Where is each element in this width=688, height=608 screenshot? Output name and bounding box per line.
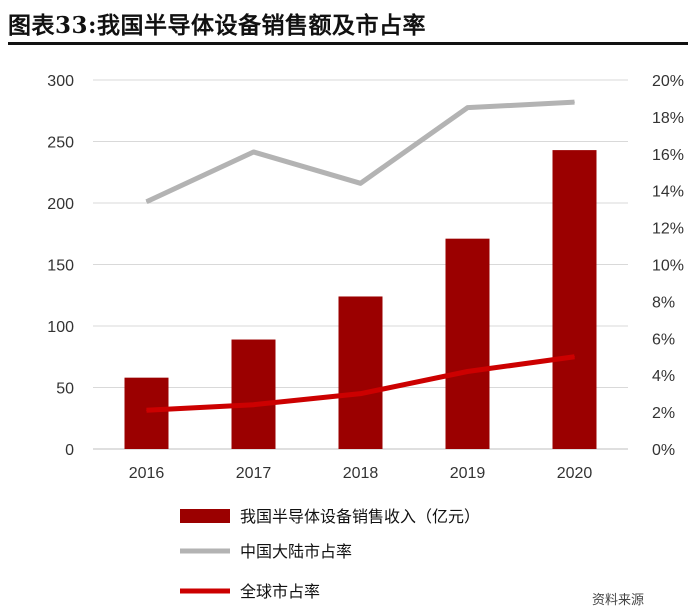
left-axis-tick-label: 50 (56, 381, 74, 398)
right-axis-tick-label: 16% (652, 147, 684, 164)
right-axis-tick-label: 4% (652, 368, 675, 385)
x-axis-tick-label: 2018 (343, 465, 379, 482)
bar-2020 (552, 150, 597, 450)
x-axis-tick-label: 2016 (129, 465, 165, 482)
x-axis-tick-label: 2017 (236, 465, 272, 482)
legend-label: 我国半导体设备销售收入（亿元） (240, 507, 480, 526)
bar-2017 (231, 339, 276, 449)
watermark-text: 资料来源 (592, 593, 645, 608)
line-point-1 (574, 101, 575, 103)
title-underline (8, 42, 688, 45)
legend-label: 中国大陆市占率 (240, 542, 352, 561)
line-point-2 (467, 371, 468, 373)
right-axis-tick-label: 18% (652, 110, 684, 127)
left-axis-tick-label: 0 (65, 442, 74, 459)
line-point-1 (146, 201, 147, 203)
line-point-2 (146, 409, 147, 411)
bar-2016 (124, 377, 169, 449)
chart-title: 图表33:我国半导体设备销售额及市占率 (8, 12, 426, 39)
legend-label: 全球市占率 (240, 582, 320, 601)
x-axis-tick-label: 2019 (450, 465, 486, 482)
right-axis-tick-label: 6% (652, 331, 675, 348)
right-axis-tick-label: 8% (652, 294, 675, 311)
line-point-1 (360, 182, 361, 184)
legend-swatch-bar (180, 509, 230, 523)
left-axis-tick-label: 200 (47, 196, 74, 213)
right-axis-tick-label: 0% (652, 442, 675, 459)
left-axis-tick-label: 150 (47, 258, 74, 275)
right-axis-tick-label: 20% (652, 73, 684, 90)
left-axis-tick-label: 250 (47, 135, 74, 152)
line-point-1 (253, 151, 254, 153)
left-axis-tick-label: 300 (47, 73, 74, 90)
line-point-2 (574, 356, 575, 358)
right-axis-tick-label: 10% (652, 258, 684, 275)
bar-2018 (338, 296, 383, 449)
line-point-2 (253, 404, 254, 406)
right-axis-tick-label: 2% (652, 405, 675, 422)
right-axis-tick-label: 12% (652, 221, 684, 238)
x-axis-tick-label: 2020 (557, 465, 593, 482)
line-series-1 (145, 99, 575, 205)
line-point-2 (360, 393, 361, 395)
bar-2019 (445, 238, 490, 449)
left-axis-tick-label: 100 (47, 319, 74, 336)
right-axis-tick-label: 14% (652, 184, 684, 201)
line-point-1 (467, 107, 468, 109)
